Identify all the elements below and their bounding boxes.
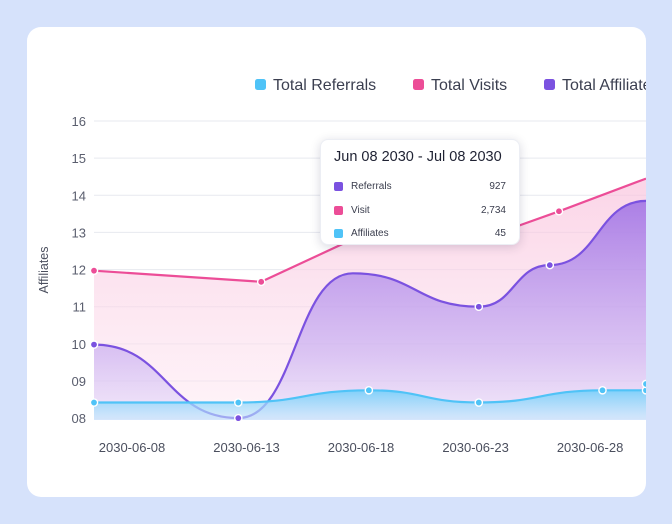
y-tick-label: 13 <box>72 225 86 240</box>
legend-label: Total Affiliates <box>562 77 646 94</box>
y-axis-title: Affiliates <box>37 246 51 293</box>
data-point <box>89 340 99 349</box>
data-point <box>474 302 484 312</box>
series-area <box>94 200 646 420</box>
area-chart: 16 15 14 13 12 11 10 09 08 Affiliates 2030-06-08 20… <box>37 77 646 455</box>
data-point <box>89 266 99 275</box>
x-tick-label: 2030-06-18 <box>328 440 395 455</box>
data-point <box>545 260 555 270</box>
tooltip-swatch <box>334 229 343 239</box>
x-tick-label: 2030-06-13 <box>213 440 280 455</box>
tooltip-label: Visit <box>351 204 370 216</box>
y-tick-label: 08 <box>72 411 86 426</box>
tooltip-value: 2,734 <box>480 204 506 216</box>
data-point <box>598 385 607 395</box>
tooltip-label: Affiliates <box>351 228 389 240</box>
data-point <box>641 379 646 389</box>
tooltip-swatch <box>334 182 343 192</box>
data-point <box>474 398 484 407</box>
data-point <box>641 385 646 395</box>
tooltip-row-referrals: Referrals 927 <box>334 175 506 199</box>
y-tick-label: 09 <box>72 374 86 389</box>
tooltip-row-affiliates: Affiliates 45 <box>334 222 506 246</box>
tooltip-swatch <box>334 205 343 215</box>
tooltip-row-visit: Visit 2,734 <box>334 199 506 223</box>
x-tick-label: 2030-06-08 <box>99 440 166 455</box>
tooltip-title: Jun 08 2030 - Jul 08 2030 <box>334 149 502 165</box>
tooltip-value: 927 <box>489 181 506 193</box>
legend-label: Total Visits <box>431 77 507 94</box>
legend-label: Total Referrals <box>273 77 376 94</box>
legend-swatch <box>255 79 266 90</box>
series-area <box>94 390 646 420</box>
data-point <box>256 277 266 287</box>
x-tick-label: 2030-06-28 <box>557 440 624 455</box>
y-tick-label: 16 <box>72 114 86 129</box>
y-tick-label: 15 <box>72 151 86 166</box>
tooltip-value: 45 <box>494 228 506 240</box>
y-tick-label: 10 <box>72 337 86 352</box>
legend-swatch <box>413 79 424 90</box>
chart-card: 16 15 14 13 12 11 10 09 08 Affiliates 2030-06-08 20… <box>27 27 646 497</box>
y-tick-label: 12 <box>72 263 86 278</box>
x-tick-label: 2030-06-23 <box>442 440 509 455</box>
data-point <box>364 385 374 395</box>
y-tick-label: 14 <box>72 188 86 203</box>
y-tick-label: 11 <box>73 300 87 315</box>
data-point <box>233 413 243 423</box>
chart-tooltip: Jun 08 2030 - Jul 08 2030 Referrals 927 … <box>320 139 520 245</box>
data-point <box>233 398 243 407</box>
data-point <box>554 206 564 216</box>
legend-swatch <box>544 79 555 90</box>
tooltip-label: Referrals <box>351 181 392 193</box>
data-point <box>89 398 99 407</box>
